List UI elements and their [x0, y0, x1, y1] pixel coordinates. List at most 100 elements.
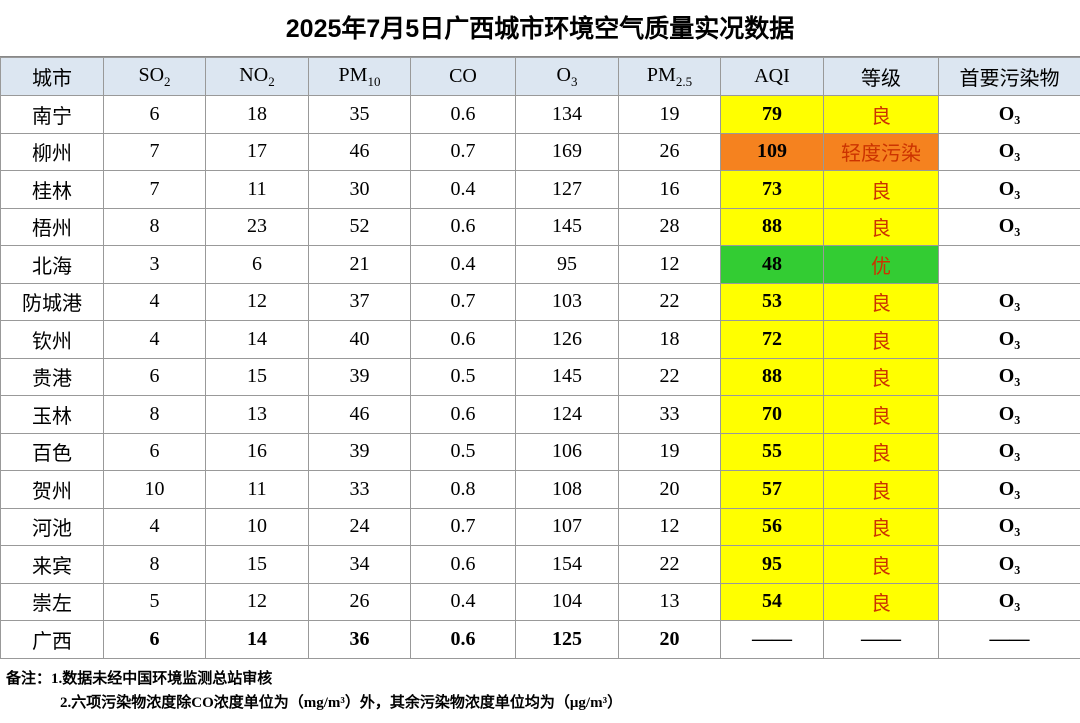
cell: O₃	[938, 282, 1080, 321]
cell: 10	[205, 507, 309, 546]
cell: 0.5	[410, 357, 516, 396]
header-subscript: 2.5	[675, 73, 693, 89]
header-cell: PM2.5	[618, 57, 721, 96]
cell: 0.6	[410, 95, 516, 134]
cell: 6	[205, 245, 309, 284]
cell: 154	[515, 545, 619, 584]
cell: O₃	[938, 470, 1080, 509]
cell: 127	[515, 170, 619, 209]
cell: 22	[618, 282, 721, 321]
summary-cell: 20	[618, 620, 721, 659]
cell: 26	[308, 582, 411, 621]
cell: 北海	[0, 245, 104, 284]
cell: 18	[618, 320, 721, 359]
cell: 良	[823, 320, 939, 359]
summary-cell: 0.6	[410, 620, 516, 659]
cell: 柳州	[0, 132, 104, 171]
cell: 20	[618, 470, 721, 509]
cell: 良	[823, 357, 939, 396]
summary-cell: ——	[938, 620, 1080, 659]
cell: 10	[103, 470, 206, 509]
cell: 13	[205, 395, 309, 434]
note: 1.数据未经中国环境监测总站审核	[51, 670, 273, 687]
cell: O₃	[938, 507, 1080, 546]
cell: 88	[720, 357, 824, 396]
header-subscript: 2	[268, 73, 275, 89]
cell: 良	[823, 545, 939, 584]
cell: 17	[205, 132, 309, 171]
cell: O₃	[938, 320, 1080, 359]
cell: 防城港	[0, 282, 104, 321]
header-text: AQI	[754, 65, 790, 87]
cell: 0.6	[410, 207, 516, 246]
cell: 26	[618, 132, 721, 171]
cell: 15	[205, 357, 309, 396]
cell: 良	[823, 432, 939, 471]
cell: 57	[720, 470, 824, 509]
cell: 0.4	[410, 582, 516, 621]
cell: 轻度污染	[823, 132, 939, 171]
cell: 0.5	[410, 432, 516, 471]
cell: 良	[823, 95, 939, 134]
cell: 48	[720, 245, 824, 284]
cell: 12	[618, 245, 721, 284]
cell: 百色	[0, 432, 104, 471]
table: 城市 SO2 NO2 PM10 CO O3 PM2.5 AQI 等级 首要污染物 南宁 6 18 35 0.…	[0, 57, 1080, 659]
cell: 15	[205, 545, 309, 584]
cell: 108	[515, 470, 619, 509]
data-row: 崇左 5 12 26 0.4 104 13 54 良 O₃	[0, 582, 1080, 621]
cell: 53	[720, 282, 824, 321]
cell: 109	[720, 132, 824, 171]
cell: 优	[823, 245, 939, 284]
note: 2.六项污染物浓度除CO浓度单位为（mg/m³）外，其余污染物浓度单位均为（μg…	[60, 694, 623, 711]
cell: 30	[308, 170, 411, 209]
cell: 95	[720, 545, 824, 584]
title: 2025年7月5日广西城市环境空气质量实况数据	[0, 0, 1080, 57]
cell: 46	[308, 395, 411, 434]
cell: 73	[720, 170, 824, 209]
header-cell: CO	[410, 57, 516, 96]
cell: 12	[205, 282, 309, 321]
cell: 40	[308, 320, 411, 359]
cell: 24	[308, 507, 411, 546]
header-cell: 首要污染物	[938, 57, 1080, 96]
cell: 52	[308, 207, 411, 246]
header-text: NO	[239, 63, 269, 86]
cell: 0.4	[410, 245, 516, 284]
cell: 4	[103, 507, 206, 546]
cell: 104	[515, 582, 619, 621]
header-cell: 等级	[823, 57, 939, 96]
cell: 崇左	[0, 582, 104, 621]
cell: O₃	[938, 395, 1080, 434]
data-row: 北海 3 6 21 0.4 95 12 48 优	[0, 245, 1080, 284]
cell: 79	[720, 95, 824, 134]
cell: 72	[720, 320, 824, 359]
cell: O₃	[938, 170, 1080, 209]
cell: O₃	[938, 357, 1080, 396]
header-subscript: 10	[367, 73, 381, 89]
cell: 0.6	[410, 545, 516, 584]
notes: 备注：1.数据未经中国环境监测总站审核 2.六项污染物浓度除CO浓度单位为（mg…	[0, 659, 1080, 715]
cell: 56	[720, 507, 824, 546]
data-row: 南宁 6 18 35 0.6 134 19 79 良 O₃	[0, 95, 1080, 134]
cell: 6	[103, 357, 206, 396]
cell: 贺州	[0, 470, 104, 509]
cell: 13	[618, 582, 721, 621]
header-text: PM	[646, 63, 676, 86]
cell: 8	[103, 395, 206, 434]
cell: 0.4	[410, 170, 516, 209]
cell: 46	[308, 132, 411, 171]
header-cell: 城市	[0, 57, 104, 96]
data-row: 贺州 10 11 33 0.8 108 20 57 良 O₃	[0, 470, 1080, 509]
cell: 34	[308, 545, 411, 584]
cell: 106	[515, 432, 619, 471]
cell	[938, 245, 1080, 284]
cell: 19	[618, 95, 721, 134]
cell: 6	[103, 95, 206, 134]
cell: 70	[720, 395, 824, 434]
data-row: 防城港 4 12 37 0.7 103 22 53 良 O₃	[0, 282, 1080, 321]
header-text: O	[556, 63, 571, 86]
cell: 22	[618, 545, 721, 584]
cell: 23	[205, 207, 309, 246]
cell: 良	[823, 395, 939, 434]
